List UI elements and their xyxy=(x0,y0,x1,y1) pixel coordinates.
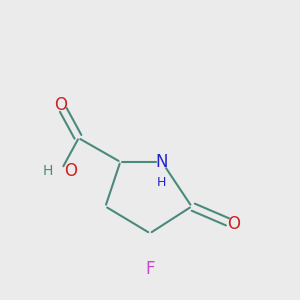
Text: O: O xyxy=(227,215,240,233)
Text: N: N xyxy=(156,153,168,171)
Text: H: H xyxy=(157,176,167,189)
Text: F: F xyxy=(145,260,155,278)
Text: H: H xyxy=(42,164,52,178)
Text: O: O xyxy=(54,96,67,114)
Text: O: O xyxy=(64,162,77,180)
